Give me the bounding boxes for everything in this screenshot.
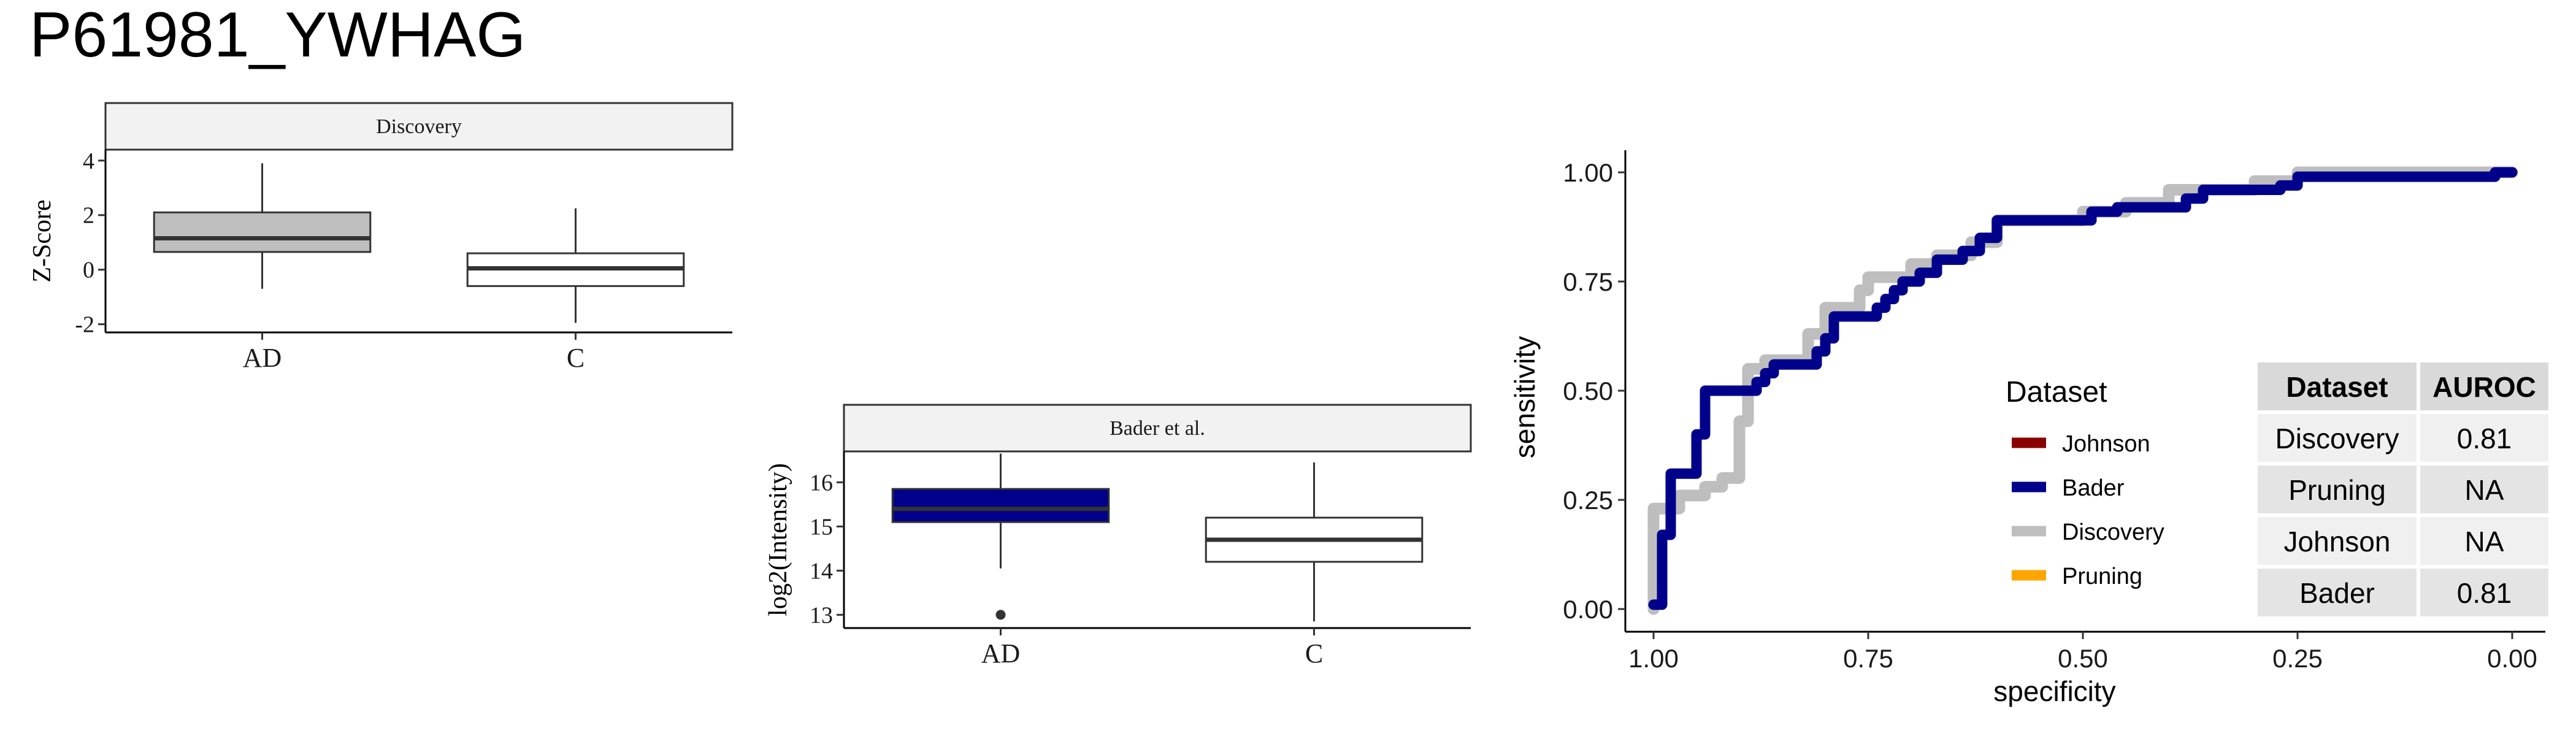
y-tick-label: 15 — [810, 514, 833, 540]
outlier-point — [995, 610, 1006, 620]
x-axis-label: specificity — [1993, 675, 2115, 707]
box-AD — [153, 211, 372, 253]
table-cell-value: Pruning — [2288, 474, 2386, 506]
table-header-cell — [2254, 359, 2420, 414]
table-cell-value: 0.81 — [2457, 577, 2512, 609]
y-axis-label: sensitivity — [1509, 336, 1541, 458]
y-tick-label: 4 — [83, 148, 94, 174]
x-tick-label: 0.75 — [1843, 644, 1893, 673]
table-header-cell — [2417, 359, 2552, 414]
table-cell — [2417, 462, 2552, 517]
facet-strip-label: Bader et al. — [1110, 417, 1205, 440]
table-cell — [2254, 410, 2420, 466]
y-tick-label: 0.00 — [1563, 595, 1613, 624]
discovery-boxplot: Discovery -2 0 2 4 Z-Score AD C — [28, 102, 734, 373]
y-tick-label: 0 — [83, 258, 94, 283]
x-tick-label: 0.50 — [2058, 644, 2108, 673]
table-header-label: AUROC — [2432, 371, 2536, 403]
table-cell — [2417, 410, 2552, 466]
y-tick-label: -2 — [75, 312, 94, 338]
facet-strip — [843, 404, 1472, 453]
roc-chart: 0.00 0.25 0.50 0.75 1.00 1.00 0.75 0.50 0.25 0.00… — [1509, 150, 2552, 707]
table-cell-value: Johnson — [2284, 526, 2391, 558]
y-tick-label: 2 — [83, 203, 94, 229]
x-tick-label: AD — [243, 343, 282, 373]
box-AD — [891, 488, 1110, 523]
page-title: P61981_YWHAG — [29, 0, 526, 71]
x-tick-label: 0.00 — [2487, 644, 2537, 673]
y-tick-label: 0.50 — [1563, 377, 1613, 405]
y-axis-label: Z-Score — [28, 199, 56, 282]
table-cell-value: NA — [2465, 526, 2504, 558]
legend-label-discovery: Discovery — [2062, 519, 2164, 545]
table-cell-value: 0.81 — [2457, 423, 2512, 454]
facet-strip-label: Discovery — [376, 115, 462, 138]
y-tick-label: 16 — [810, 470, 833, 496]
legend-label-pruning: Pruning — [2062, 564, 2142, 589]
x-tick-label: 0.25 — [2272, 644, 2323, 673]
x-tick-label: AD — [981, 638, 1021, 669]
x-tick-label: C — [567, 343, 585, 373]
x-tick-label: C — [1305, 638, 1323, 669]
facet-strip — [104, 102, 734, 151]
table-cell-value: Bader — [2299, 577, 2375, 609]
y-tick-label: 1.00 — [1563, 158, 1613, 187]
legend-title: Dataset — [2006, 376, 2107, 408]
y-axis-label: log2(Intensity) — [764, 463, 792, 616]
bader-boxplot: Bader et al. 13 14 15 16 log2(Intensity) AD C — [764, 404, 1472, 669]
table-cell — [2417, 565, 2552, 620]
y-tick-label: 0.25 — [1563, 486, 1613, 515]
y-tick-label: 0.75 — [1563, 267, 1613, 296]
y-tick-label: 14 — [810, 558, 833, 584]
table-cell-value: NA — [2465, 474, 2504, 506]
table-header-label: Dataset — [2286, 371, 2388, 403]
legend-label-johnson: Johnson — [2062, 431, 2150, 457]
table-cell-value: Discovery — [2275, 423, 2399, 454]
roc-line-bader — [1648, 167, 2518, 610]
y-tick-label: 13 — [810, 602, 833, 628]
legend-label-bader: Bader — [2062, 475, 2125, 501]
x-tick-label: 1.00 — [1628, 644, 1679, 673]
